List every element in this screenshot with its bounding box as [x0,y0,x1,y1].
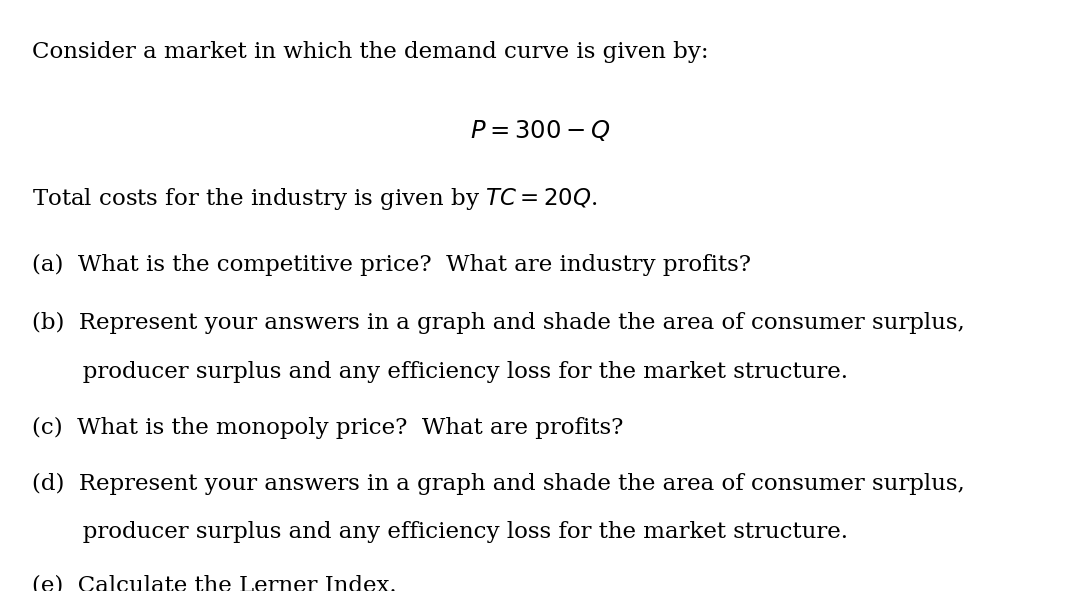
Text: producer surplus and any efficiency loss for the market structure.: producer surplus and any efficiency loss… [32,361,849,382]
Text: Consider a market in which the demand curve is given by:: Consider a market in which the demand cu… [32,41,710,63]
Text: producer surplus and any efficiency loss for the market structure.: producer surplus and any efficiency loss… [32,521,849,543]
Text: (b)  Represent your answers in a graph and shade the area of consumer surplus,: (b) Represent your answers in a graph an… [32,312,966,334]
Text: (d)  Represent your answers in a graph and shade the area of consumer surplus,: (d) Represent your answers in a graph an… [32,473,966,495]
Text: Total costs for the industry is given by $TC = 20Q$.: Total costs for the industry is given by… [32,186,598,212]
Text: (a)  What is the competitive price?  What are industry profits?: (a) What is the competitive price? What … [32,254,752,276]
Text: (c)  What is the monopoly price?  What are profits?: (c) What is the monopoly price? What are… [32,417,624,439]
Text: $P = 300 - Q$: $P = 300 - Q$ [470,118,610,143]
Text: (e)  Calculate the Lerner Index.: (e) Calculate the Lerner Index. [32,574,397,591]
